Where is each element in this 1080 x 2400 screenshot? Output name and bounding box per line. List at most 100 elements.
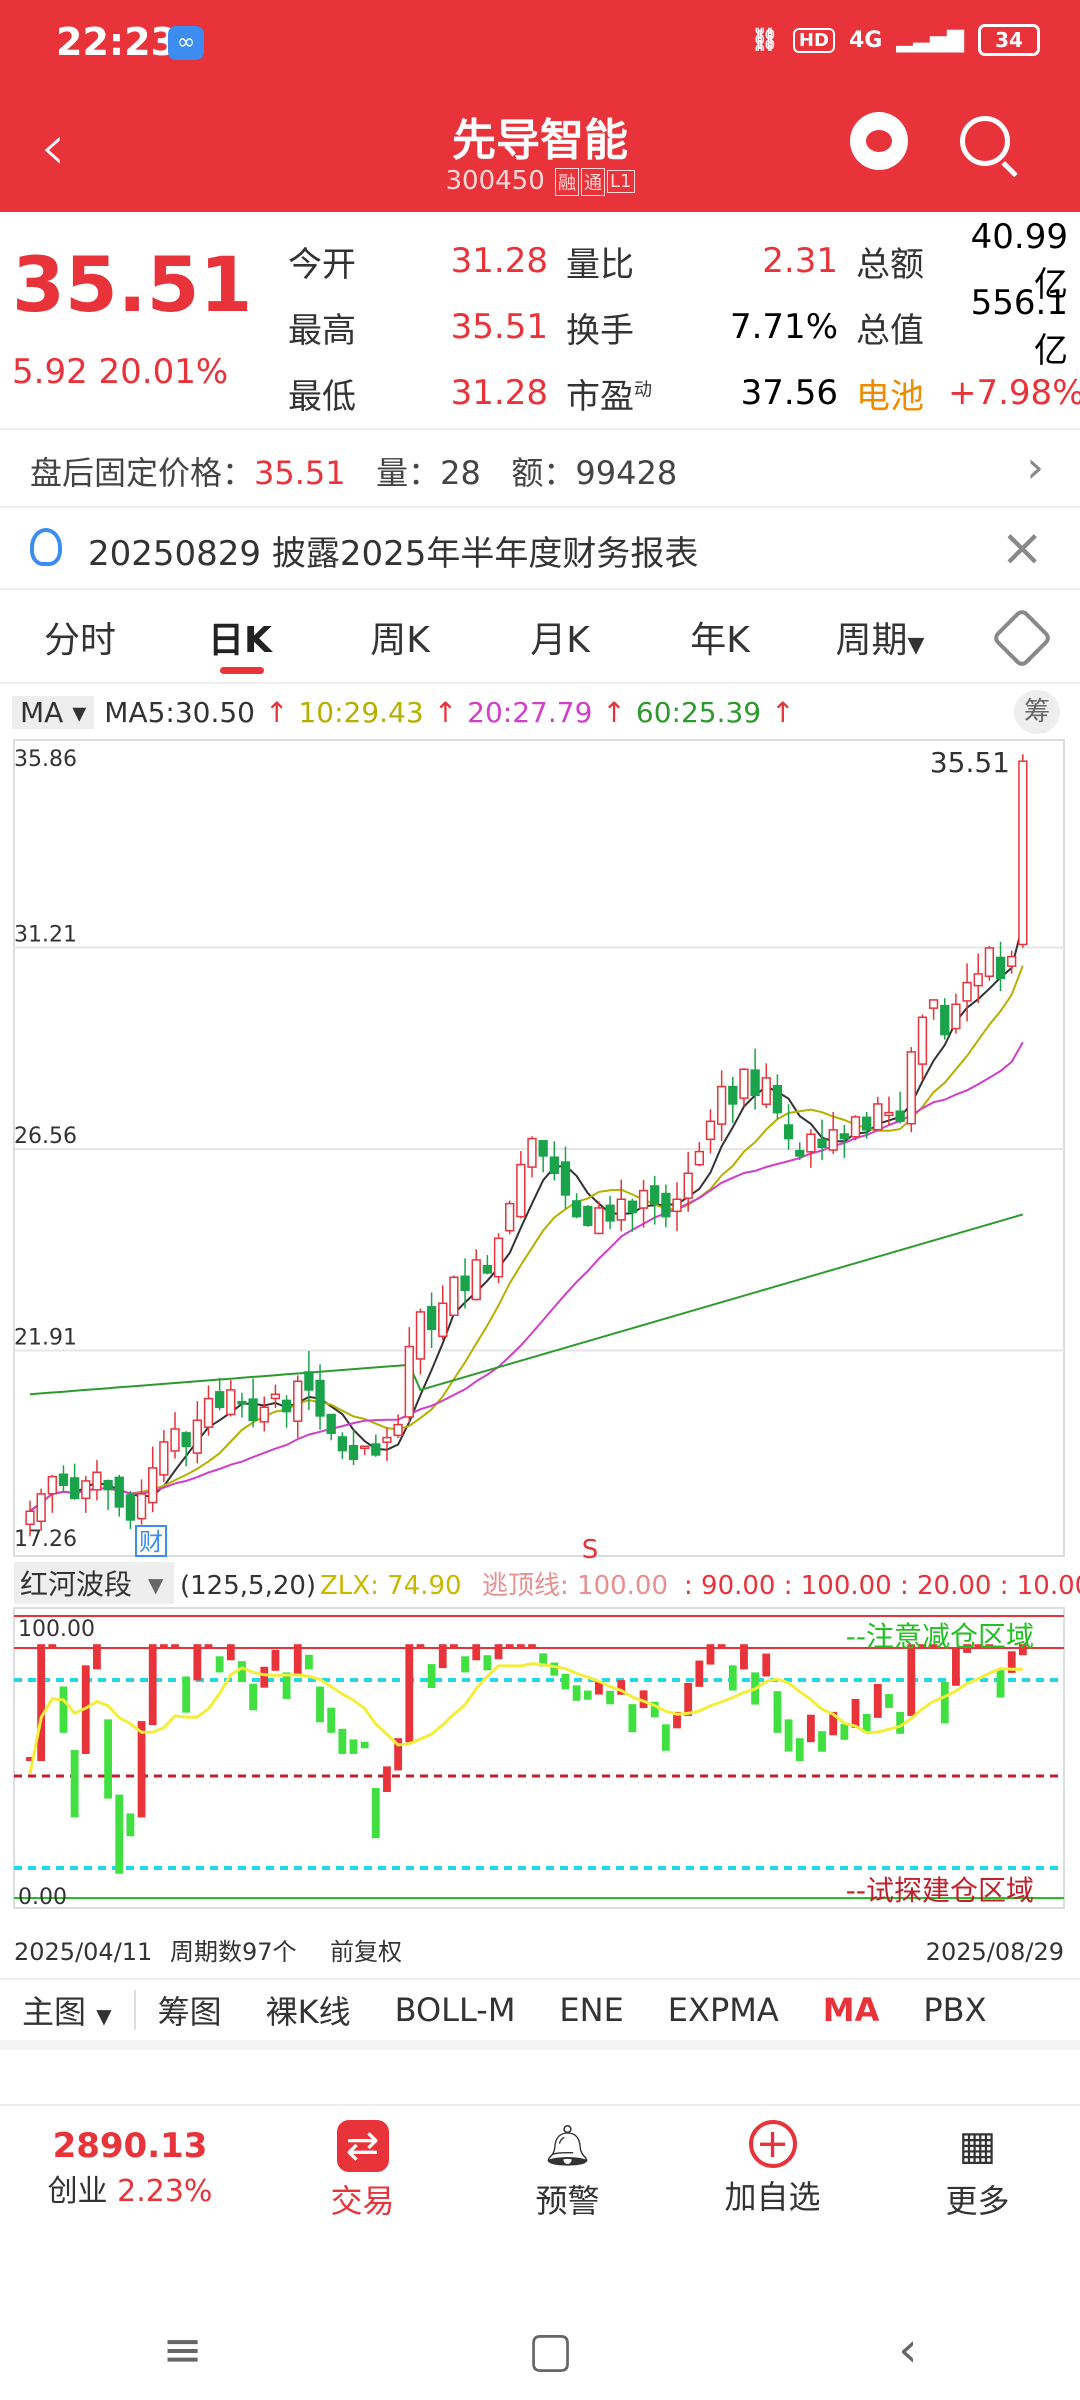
volume-value: 28 bbox=[440, 454, 481, 492]
indicator-bar bbox=[873, 1684, 882, 1718]
notice-text[interactable]: 20250829 披露2025年半年度财务报表 bbox=[88, 534, 699, 574]
quote-label: 最低 bbox=[288, 376, 356, 417]
quote-label: 总值 bbox=[856, 310, 924, 351]
indicator-params: (125,5,20) bbox=[180, 1571, 316, 1601]
quote-value: 7.71% bbox=[729, 307, 838, 347]
indicator-bar bbox=[583, 1690, 592, 1700]
candle-body bbox=[627, 1200, 638, 1214]
candle-body bbox=[304, 1371, 314, 1391]
quote-value: 556.1亿 bbox=[970, 282, 1068, 371]
indicator-bar bbox=[472, 1644, 481, 1661]
candle-body bbox=[337, 1436, 348, 1452]
candle-body bbox=[560, 1161, 571, 1196]
candle-body bbox=[594, 1207, 604, 1235]
candle-body bbox=[81, 1480, 91, 1500]
notice-bar[interactable]: 20250829 披露2025年半年度财务报表 × bbox=[0, 510, 1080, 590]
indicator-bar bbox=[929, 1644, 938, 1649]
candle-body bbox=[293, 1380, 303, 1422]
x-end-label: 2025/08/29 bbox=[926, 1938, 1064, 1966]
candle-body bbox=[438, 1302, 448, 1338]
amount-label: 额： bbox=[511, 454, 576, 492]
indicator-bar bbox=[394, 1738, 403, 1771]
change-value: 5.92 bbox=[12, 352, 88, 392]
indicator-top-label: 100.00 bbox=[18, 1617, 95, 1642]
settings-icon[interactable] bbox=[990, 606, 1054, 670]
indicator-bar bbox=[673, 1711, 681, 1729]
chevron-right-icon[interactable]: › bbox=[1026, 442, 1044, 493]
ma20-line bbox=[29, 1041, 1024, 1513]
tab-ene[interactable]: ENE bbox=[559, 1991, 624, 2029]
tab-boll-m[interactable]: BOLL-M bbox=[394, 1991, 516, 2029]
tab-period[interactable]: 周期▼ bbox=[800, 611, 960, 663]
app-notification-icon: ∞ bbox=[168, 26, 204, 60]
sector-link[interactable]: 电池 bbox=[856, 376, 924, 417]
tab-intraday[interactable]: 分时 bbox=[43, 620, 116, 661]
main-chart-selector[interactable]: 主图 ▼ bbox=[0, 1987, 134, 2033]
tab-weekly-k[interactable]: 周K bbox=[370, 620, 430, 661]
menu-icon[interactable]: ≡ bbox=[162, 2322, 203, 2378]
stock-name: 先导智能 bbox=[452, 115, 628, 166]
indicator-bar bbox=[126, 1813, 135, 1837]
y-tick-label: 26.56 bbox=[14, 1124, 77, 1149]
signal-icon: ▂▃▅▇ bbox=[896, 27, 964, 53]
back-icon[interactable]: ‹ bbox=[40, 111, 66, 185]
price-change: 5.92 20.01% bbox=[12, 352, 228, 392]
candle-body bbox=[940, 1004, 950, 1036]
finance-marker-box[interactable] bbox=[135, 1525, 167, 1557]
tab-yearly-k[interactable]: 年K bbox=[690, 620, 750, 661]
more-button[interactable]: ▦ 更多 bbox=[875, 2106, 1080, 2224]
indicator-bar bbox=[706, 1644, 715, 1665]
indicator-bar bbox=[940, 1681, 949, 1724]
trade-button[interactable]: ⇄ 交易 bbox=[260, 2106, 465, 2224]
quote-value: 31.28 bbox=[450, 241, 548, 281]
back-nav-icon[interactable]: ‹ bbox=[898, 2322, 918, 2378]
candle-body bbox=[125, 1494, 136, 1521]
index-value: 2890.13 bbox=[52, 2126, 208, 2166]
tab-monthly-k[interactable]: 月K bbox=[530, 620, 590, 661]
up-arrow-icon: ↑ bbox=[771, 695, 795, 729]
candle-body bbox=[650, 1185, 660, 1205]
candle-body bbox=[482, 1264, 493, 1274]
mascot-icon[interactable] bbox=[850, 112, 908, 170]
candle-body bbox=[493, 1237, 504, 1278]
after-hours-bar[interactable]: 盘后固定价格：35.51 量：28 额：99428 › bbox=[0, 432, 1080, 508]
home-icon[interactable]: ▢ bbox=[527, 2322, 574, 2378]
tab-chip-chart[interactable]: 筹图 bbox=[157, 1993, 222, 2031]
search-icon[interactable] bbox=[960, 116, 1010, 166]
tab-naked-k[interactable]: 裸K线 bbox=[265, 1993, 351, 2031]
indicator-bar bbox=[684, 1682, 693, 1716]
candle-body bbox=[471, 1259, 481, 1301]
indicator-bottom-label: 0.00 bbox=[18, 1885, 67, 1910]
indicator-bar bbox=[1018, 1644, 1027, 1656]
trade-icon: ⇄ bbox=[336, 2120, 389, 2172]
ma-selector[interactable]: MA ▾ bbox=[12, 695, 95, 729]
indicator-bar bbox=[528, 1644, 536, 1649]
ma10-value: 10:29.43 bbox=[298, 695, 424, 729]
indicator-bar bbox=[349, 1739, 358, 1754]
kline-chart[interactable]: 35.86 31.21 26.56 21.91 17.26 35.51 财 S 红河波段… bbox=[0, 736, 1080, 1976]
indicator-bar bbox=[249, 1683, 258, 1711]
tab-expma[interactable]: EXPMA bbox=[667, 1991, 779, 2029]
add-watchlist-button[interactable]: + 加自选 bbox=[670, 2106, 875, 2224]
network-label: 4G bbox=[848, 27, 883, 53]
indicator-selector[interactable] bbox=[14, 1562, 174, 1604]
candle-body bbox=[571, 1200, 582, 1218]
tab-ma[interactable]: MA bbox=[822, 1991, 880, 2029]
candle-body bbox=[549, 1156, 559, 1175]
bell-icon: 🔔︎ bbox=[542, 2123, 593, 2169]
tab-pbx[interactable]: PBX bbox=[923, 1991, 987, 2029]
tab-daily-k[interactable]: 日K bbox=[160, 611, 320, 674]
candle-body bbox=[460, 1275, 470, 1292]
candle-body bbox=[270, 1393, 281, 1400]
alert-button[interactable]: 🔔︎ 预警 bbox=[465, 2106, 670, 2224]
candle-body bbox=[583, 1205, 593, 1227]
market-index[interactable]: 2890.13 创业 2.23% bbox=[0, 2106, 260, 2224]
indicator-bar bbox=[773, 1691, 782, 1733]
finance-marker[interactable]: 财 bbox=[139, 1528, 163, 1556]
indicator-bar bbox=[70, 1749, 79, 1818]
close-icon[interactable]: × bbox=[1000, 518, 1044, 578]
build-zone-label: --试探建仓区域 bbox=[846, 1874, 1034, 1907]
indicator-name[interactable]: 红河波段 bbox=[20, 1568, 132, 1601]
chip-button[interactable]: 筹 bbox=[1014, 690, 1060, 734]
candle-body bbox=[136, 1493, 147, 1520]
